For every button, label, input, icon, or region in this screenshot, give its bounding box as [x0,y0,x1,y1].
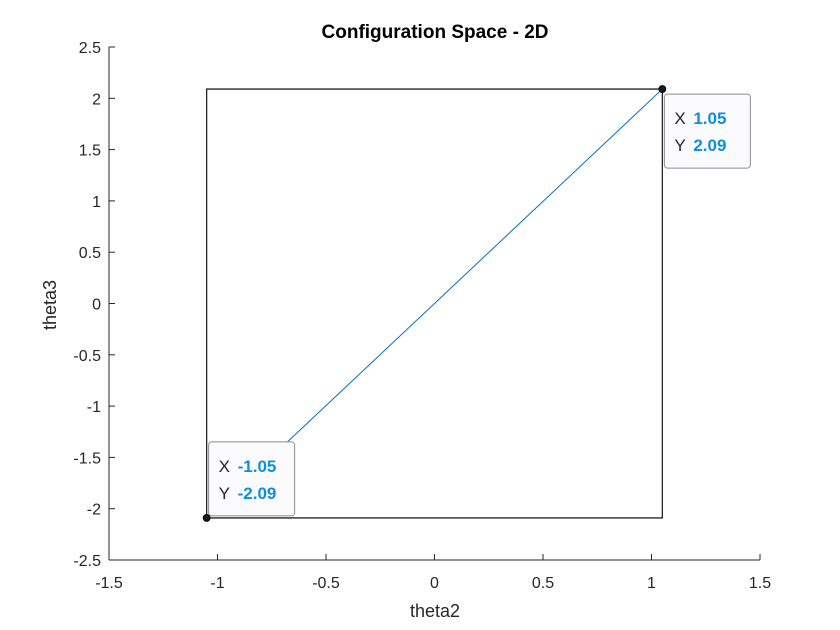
datatip-x-value: 1.05 [693,109,726,128]
x-tick-label: -1 [210,575,224,592]
y-axis-label: theta3 [40,280,60,330]
y-tick-label: -2 [87,502,101,519]
x-tick-label: -0.5 [312,575,340,592]
y-tick-label: 0 [92,297,101,314]
y-tick-label: 0.5 [79,245,101,262]
y-tick-label: -2.5 [73,553,101,570]
x-tick-label: 1.5 [749,575,771,592]
y-tick-label: 2 [92,91,101,108]
x-tick-label: 0 [430,575,439,592]
axes: -1.5 -1 -0.5 0 0.5 1 1.5 2.5 2 1.5 1 0.5 0 -0.5 -1 -1.5… [73,40,771,592]
y-tick-label: 1.5 [79,143,101,160]
y-tick-label: 2.5 [79,40,101,57]
x-tick-label: -1.5 [95,575,123,592]
x-axis-label: theta2 [410,601,460,621]
x-tick-label: 0.5 [532,575,554,592]
datatips-layer: X -1.05 Y -2.09 X 1.05 Y 2.09 [202,85,751,522]
datatip-box [208,441,296,517]
x-tick-label: 1 [647,575,656,592]
chart-title: Configuration Space - 2D [322,22,549,43]
datatip-x-key: X [674,109,685,128]
datatip-x-value: -1.05 [238,457,277,476]
datatip-x-key: X [219,457,230,476]
datatip-y-value: 2.09 [693,136,726,155]
y-tick-label: -1.5 [73,450,101,467]
datatip-y-key: Y [674,136,685,155]
datatip-y-value: -2.09 [238,484,277,503]
y-tick-label: 1 [92,194,101,211]
data-point-marker [202,514,211,522]
datatip-box [663,93,751,169]
y-tick-label: -0.5 [73,348,101,365]
y-tick-label: -1 [87,399,101,416]
data-point-marker [658,85,667,93]
datatip-y-key: Y [219,484,230,503]
